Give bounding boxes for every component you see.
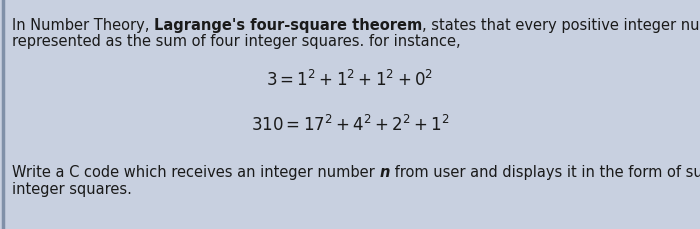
Text: $3 = 1^2 + 1^2 + 1^2 + 0^2$: $3 = 1^2 + 1^2 + 1^2 + 0^2$ (267, 70, 433, 90)
Text: Lagrange's four-square theorem: Lagrange's four-square theorem (154, 18, 422, 33)
Text: Write a C code which receives an integer number: Write a C code which receives an integer… (12, 165, 379, 180)
Text: integer squares.: integer squares. (12, 182, 132, 197)
Text: $310 = 17^2 + 4^2 + 2^2 + 1^2$: $310 = 17^2 + 4^2 + 2^2 + 1^2$ (251, 115, 449, 135)
Text: In Number Theory,: In Number Theory, (12, 18, 154, 33)
Text: represented as the sum of four integer squares. for instance,: represented as the sum of four integer s… (12, 34, 461, 49)
Text: from user and displays it in the form of sum of four: from user and displays it in the form of… (390, 165, 700, 180)
Text: , states that every positive integer number can be: , states that every positive integer num… (422, 18, 700, 33)
Text: n: n (379, 165, 390, 180)
